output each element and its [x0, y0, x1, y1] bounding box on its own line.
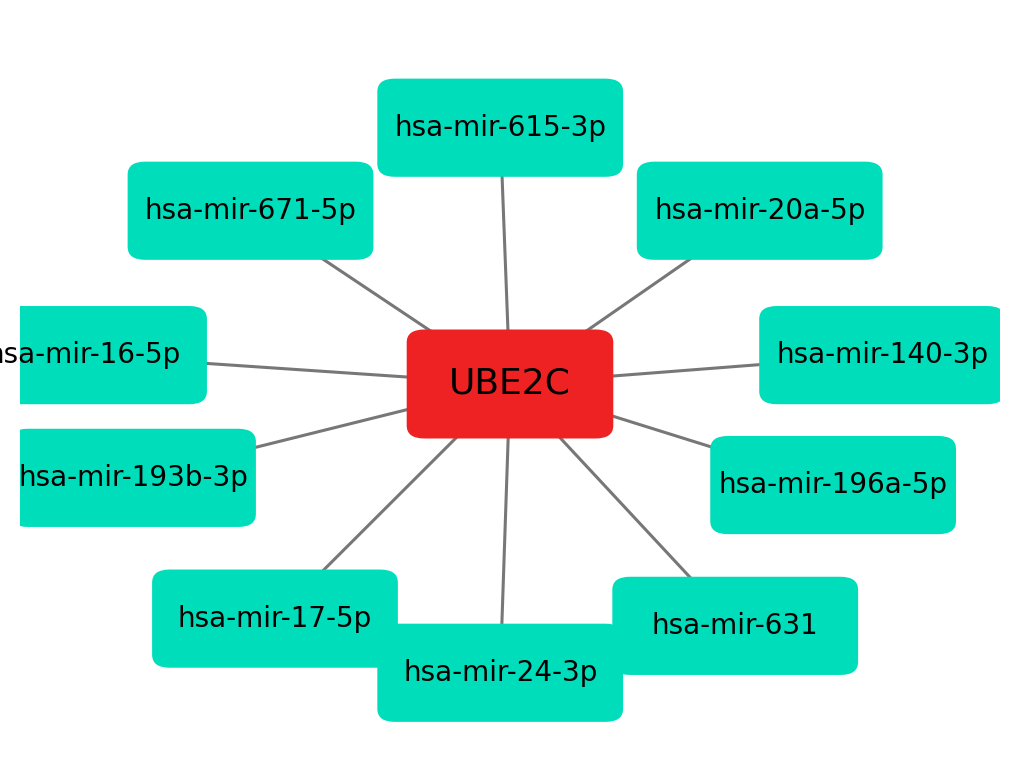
Text: hsa-mir-16-5p: hsa-mir-16-5p [0, 341, 181, 369]
FancyBboxPatch shape [407, 329, 612, 439]
FancyBboxPatch shape [636, 161, 881, 260]
FancyBboxPatch shape [758, 306, 1004, 404]
Text: hsa-mir-615-3p: hsa-mir-615-3p [393, 114, 605, 142]
Text: hsa-mir-196a-5p: hsa-mir-196a-5p [718, 471, 947, 499]
FancyBboxPatch shape [709, 436, 955, 535]
Text: hsa-mir-140-3p: hsa-mir-140-3p [775, 341, 987, 369]
Text: hsa-mir-671-5p: hsa-mir-671-5p [145, 197, 356, 225]
Text: hsa-mir-24-3p: hsa-mir-24-3p [403, 659, 597, 687]
Text: hsa-mir-20a-5p: hsa-mir-20a-5p [653, 197, 864, 225]
Text: hsa-mir-631: hsa-mir-631 [651, 612, 818, 640]
FancyBboxPatch shape [127, 161, 373, 260]
FancyBboxPatch shape [0, 306, 207, 404]
Text: hsa-mir-17-5p: hsa-mir-17-5p [177, 604, 372, 633]
FancyBboxPatch shape [377, 78, 623, 177]
FancyBboxPatch shape [10, 429, 256, 527]
Text: hsa-mir-193b-3p: hsa-mir-193b-3p [18, 464, 248, 492]
FancyBboxPatch shape [152, 570, 397, 667]
FancyBboxPatch shape [611, 577, 857, 675]
Text: UBE2C: UBE2C [448, 367, 571, 401]
FancyBboxPatch shape [377, 624, 623, 722]
